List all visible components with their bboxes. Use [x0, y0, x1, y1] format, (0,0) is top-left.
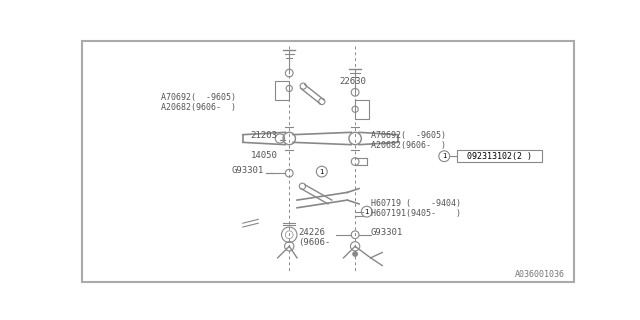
- Text: 24226: 24226: [298, 228, 325, 237]
- Circle shape: [439, 151, 450, 162]
- Text: 092313102(2 ): 092313102(2 ): [467, 152, 532, 161]
- Bar: [275, 81, 289, 100]
- Text: 21203: 21203: [250, 131, 277, 140]
- Text: 22630: 22630: [340, 77, 367, 86]
- Text: 1: 1: [442, 153, 447, 159]
- Text: H607191(9405-    ): H607191(9405- ): [371, 209, 461, 218]
- Circle shape: [353, 252, 358, 256]
- Bar: [355, 100, 369, 119]
- Text: A70692(  -9605): A70692( -9605): [161, 92, 236, 101]
- Text: A20682(9606-  ): A20682(9606- ): [161, 102, 236, 112]
- Text: G93301: G93301: [231, 166, 264, 175]
- Circle shape: [316, 166, 327, 177]
- Text: 14050: 14050: [250, 151, 277, 160]
- Text: A20682(9606-  ): A20682(9606- ): [371, 141, 445, 150]
- FancyBboxPatch shape: [457, 150, 542, 162]
- Text: G93301: G93301: [371, 228, 403, 237]
- Text: A036001036: A036001036: [515, 270, 564, 279]
- Circle shape: [362, 206, 372, 217]
- Text: 1: 1: [365, 209, 369, 215]
- Text: 1: 1: [319, 169, 324, 175]
- Text: (9606-: (9606-: [298, 238, 331, 247]
- Text: A70692(  -9605): A70692( -9605): [371, 131, 445, 140]
- Text: H60719 (    -9404): H60719 ( -9404): [371, 199, 461, 208]
